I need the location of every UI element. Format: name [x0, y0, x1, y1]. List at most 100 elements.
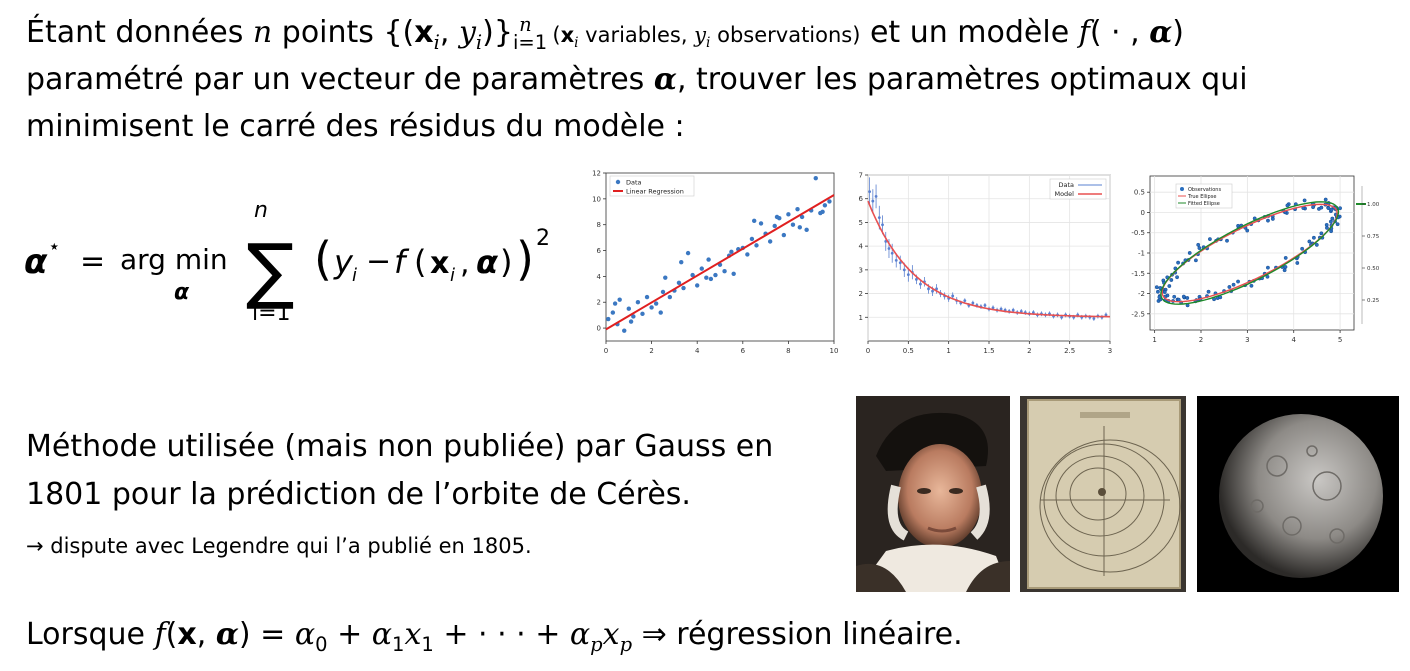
observation-point — [1169, 278, 1174, 282]
y-tick-label: 8 — [597, 221, 601, 229]
data-point — [898, 261, 902, 265]
formula-lhs: α — [24, 242, 48, 282]
data-point — [749, 236, 755, 242]
observation-point — [1187, 251, 1192, 255]
least-squares-formula: α ⋆ = arg min α n ∑ i=1 ( y i − f ( x i … — [24, 198, 550, 326]
data-point — [822, 203, 828, 208]
bottom-x1s: 1 — [421, 633, 434, 656]
data-point — [722, 269, 727, 274]
observation-point — [1175, 275, 1179, 280]
intro-model: et un modèle — [860, 15, 1079, 50]
data-point — [622, 328, 627, 333]
data-point — [653, 301, 659, 306]
data-point — [804, 227, 809, 233]
x-tick-label: 2.5 — [1064, 347, 1075, 355]
y-tick-label: 6 — [597, 247, 602, 255]
bottom-comma: , — [196, 617, 216, 652]
observation-point — [1172, 294, 1177, 299]
x-tick-label: 8 — [786, 347, 790, 355]
x-tick-label: 0.5 — [903, 347, 914, 355]
data-point — [935, 287, 938, 291]
note-open: (xi variables, yi observations) — [545, 23, 861, 52]
bottom-s1: 1 — [392, 633, 405, 656]
data-point — [963, 299, 967, 303]
data-point — [919, 282, 922, 286]
observation-point — [1324, 222, 1329, 227]
data-point — [772, 223, 777, 229]
intro-close: ) — [1172, 15, 1185, 50]
y-tick-label: 0 — [597, 325, 601, 333]
data-point — [699, 266, 704, 271]
y-tick-label: -2.5 — [1131, 310, 1145, 318]
bottom-f: f — [154, 617, 166, 652]
data-point — [685, 250, 691, 256]
linear-regression-chart: 0 2 4 6 8 10 0 2 4 6 8 10 12 Data Linear Regression — [590, 165, 840, 360]
data-point — [906, 273, 910, 276]
bottom-open: ( — [165, 617, 178, 652]
legend-box — [609, 175, 695, 197]
observation-point — [1176, 260, 1181, 265]
set-x-index: i — [433, 31, 440, 54]
bottom-sp: p — [590, 633, 603, 656]
observation-point — [1231, 282, 1236, 287]
data-point — [695, 283, 700, 288]
data-point — [729, 249, 734, 255]
observation-point — [1328, 219, 1333, 224]
observation-point — [1283, 256, 1288, 260]
formula-x: x — [430, 246, 449, 281]
data-point — [660, 289, 666, 295]
formula-big-paren-open: ( — [314, 232, 332, 286]
formula-sum: ∑ — [246, 228, 295, 312]
data-point — [617, 297, 622, 302]
data-point — [1019, 309, 1023, 313]
formula-sum-bottom: i=1 — [252, 301, 291, 326]
intro-prefix: Étant données — [26, 15, 253, 50]
observation-point — [1283, 265, 1288, 269]
data-point — [676, 280, 682, 286]
data-point — [868, 190, 872, 193]
gauss-line-1: Méthode utilisée (mais non publiée) par … — [26, 432, 773, 462]
intro-alpha: α — [1149, 15, 1173, 50]
data-point — [1060, 315, 1063, 319]
y-tick-label: 3 — [859, 266, 863, 274]
legend-marker-observations — [1180, 187, 1184, 191]
data-point — [991, 306, 995, 310]
observation-point — [1300, 246, 1305, 251]
bottom-plus: + — [327, 617, 372, 652]
bottom-eq: = — [250, 617, 295, 652]
legend-label-line: Linear Regression — [626, 188, 684, 196]
observation-point — [1323, 197, 1328, 202]
regression-line — [605, 194, 835, 331]
x-tick-label: 10 — [830, 347, 839, 355]
formula-paren-close: ) — [500, 243, 512, 281]
bottom-prefix: Lorsque — [26, 617, 155, 652]
data-point — [706, 257, 711, 262]
gauss-line-1-text: Méthode utilisée (mais non publiée) par … — [26, 429, 774, 464]
legend-label-true: True Ellipse — [1187, 194, 1216, 200]
formula-argmin: arg min — [120, 243, 228, 276]
data-point — [767, 239, 773, 244]
bottom-ap: α — [569, 617, 591, 652]
data-point — [999, 307, 1003, 311]
bottom-dots: + · · · + — [433, 617, 570, 652]
observation-point — [1245, 228, 1250, 233]
data-point — [713, 272, 718, 278]
x-tick-label: 6 — [741, 347, 746, 355]
bottom-x1: x — [404, 617, 422, 652]
colorbar-tick-label: 0.25 — [1367, 298, 1380, 304]
legend-marker-data — [615, 179, 621, 185]
formula-minus: − — [366, 244, 391, 279]
data-point — [1031, 311, 1035, 314]
bottom-xp: x — [602, 617, 620, 652]
bottom-s0: 0 — [315, 633, 328, 656]
observation-point — [1270, 217, 1275, 221]
y-tick-label: 2 — [597, 299, 601, 307]
data-point — [708, 276, 714, 282]
observation-point — [1302, 198, 1307, 203]
data-point — [644, 294, 650, 300]
bottom-implies: ⇒ — [632, 617, 677, 652]
ellipse-svg: 1 2 3 4 50.50-0.5-1-1.5-2-2.5ObservationsTru… — [1131, 175, 1380, 344]
observation-point — [1319, 231, 1324, 236]
bottom-close: ) — [238, 617, 251, 652]
set-x: x — [414, 15, 434, 50]
